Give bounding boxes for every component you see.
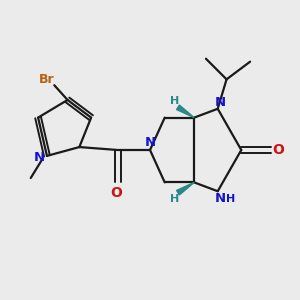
Text: N: N xyxy=(144,136,156,149)
Text: N: N xyxy=(215,96,226,109)
Text: Br: Br xyxy=(39,73,55,86)
Text: H: H xyxy=(170,194,180,204)
Text: H: H xyxy=(170,96,180,106)
Text: H: H xyxy=(226,194,236,204)
Text: O: O xyxy=(110,186,122,200)
Text: N: N xyxy=(34,151,45,164)
Text: N: N xyxy=(215,192,226,205)
Polygon shape xyxy=(176,105,194,118)
Polygon shape xyxy=(176,182,194,195)
Text: O: O xyxy=(272,143,284,157)
